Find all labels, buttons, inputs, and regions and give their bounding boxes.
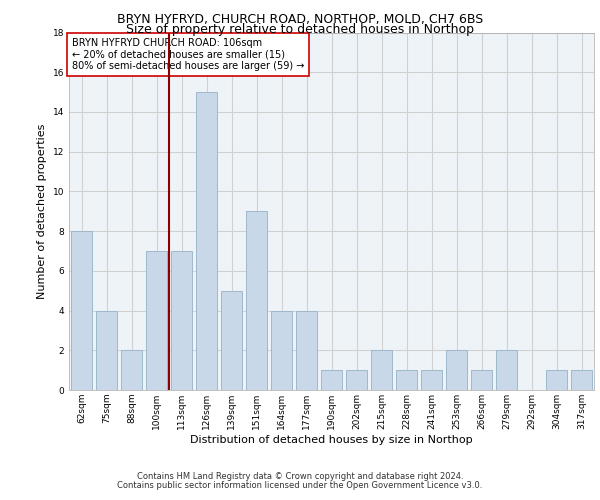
Bar (246, 211, 267, 390)
Y-axis label: Number of detached properties: Number of detached properties (37, 124, 47, 299)
Bar (71, 231, 92, 390)
Bar (546, 370, 567, 390)
Bar (121, 350, 142, 390)
Bar (296, 310, 317, 390)
Bar (196, 92, 217, 390)
Text: Contains HM Land Registry data © Crown copyright and database right 2024.: Contains HM Land Registry data © Crown c… (137, 472, 463, 481)
Text: BRYN HYFRYD, CHURCH ROAD, NORTHOP, MOLD, CH7 6BS: BRYN HYFRYD, CHURCH ROAD, NORTHOP, MOLD,… (117, 12, 483, 26)
Bar (321, 370, 342, 390)
Bar (421, 370, 442, 390)
X-axis label: Distribution of detached houses by size in Northop: Distribution of detached houses by size … (190, 434, 473, 444)
Bar (396, 370, 417, 390)
Bar (96, 310, 117, 390)
Bar (471, 370, 492, 390)
Bar (146, 251, 167, 390)
Bar (371, 350, 392, 390)
Text: Contains public sector information licensed under the Open Government Licence v3: Contains public sector information licen… (118, 481, 482, 490)
Bar (496, 350, 517, 390)
Bar (221, 290, 242, 390)
Bar (346, 370, 367, 390)
Bar (171, 251, 192, 390)
Text: BRYN HYFRYD CHURCH ROAD: 106sqm
← 20% of detached houses are smaller (15)
80% of: BRYN HYFRYD CHURCH ROAD: 106sqm ← 20% of… (71, 38, 304, 71)
Bar (446, 350, 467, 390)
Text: Size of property relative to detached houses in Northop: Size of property relative to detached ho… (126, 22, 474, 36)
Bar (571, 370, 592, 390)
Bar (271, 310, 292, 390)
